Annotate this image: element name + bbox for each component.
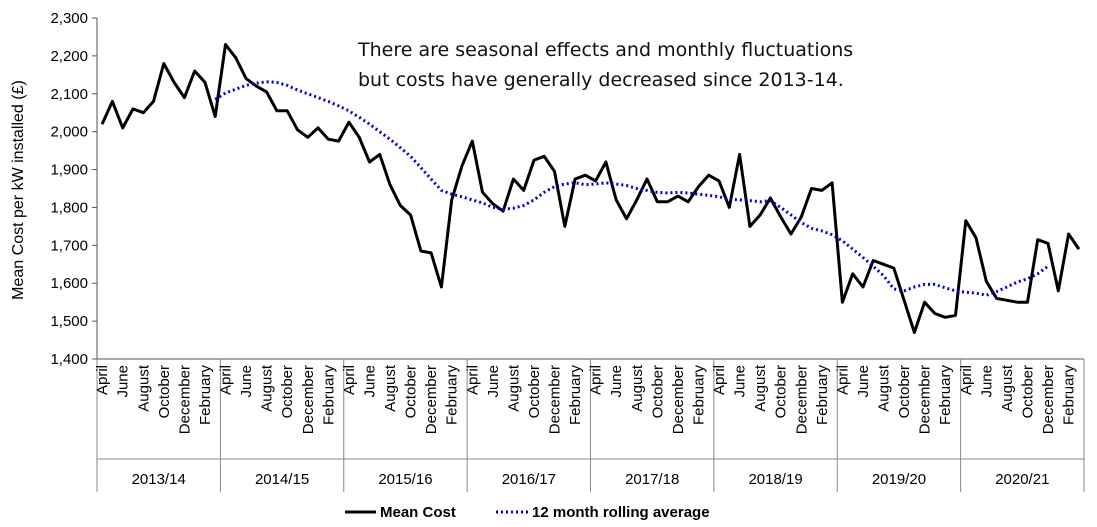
month-tick-label: August (382, 364, 399, 412)
month-tick-label: October (526, 365, 543, 418)
month-tick-label: April (711, 365, 728, 395)
month-tick-label: February (197, 365, 214, 426)
year-label: 2018/19 (748, 471, 802, 488)
month-tick-label: February (690, 365, 707, 426)
month-tick-label: April (834, 365, 851, 395)
month-tick-label: December (176, 365, 193, 434)
y-tick-label: 1,600 (50, 275, 88, 292)
month-tick-label: February (444, 365, 461, 426)
month-tick-label: June (115, 365, 132, 398)
month-tick-label: October (773, 365, 790, 418)
legend-label-rolling-average: 12 month rolling average (532, 504, 710, 521)
month-tick-label: June (608, 365, 625, 398)
month-tick-label: June (238, 365, 255, 398)
month-tick-label: August (505, 364, 522, 412)
month-tick-label: August (259, 364, 276, 412)
month-tick-label: October (279, 365, 296, 418)
year-label: 2013/14 (132, 471, 186, 488)
y-tick-label: 1,700 (50, 237, 88, 254)
series-lines (100, 43, 1081, 334)
month-tick-label: December (423, 365, 440, 434)
month-tick-label: April (218, 365, 235, 395)
y-axis: 1,400 1,500 1,600 1,700 1,800 1,900 2,000 2,100… (50, 10, 98, 368)
month-tick-label: June (855, 365, 872, 398)
month-tick-label: April (94, 365, 111, 395)
month-tick-label: June (485, 365, 502, 398)
annotation-line-2: but costs have generally decreased since… (358, 69, 844, 91)
month-tick-label: August (629, 364, 646, 412)
month-tick-label: December (300, 365, 317, 434)
month-tick-label: December (917, 365, 934, 434)
month-tick-label: February (567, 365, 584, 426)
year-label: 2020/21 (995, 471, 1049, 488)
annotation-box (350, 34, 928, 94)
annotation-line-1: There are seasonal effects and monthly f… (357, 39, 853, 61)
month-tick-label: October (1019, 365, 1036, 418)
y-tick-label: 2,000 (50, 124, 88, 141)
mean-cost-line (100, 43, 1081, 334)
month-tick-label: August (999, 364, 1016, 412)
y-tick-label: 2,300 (50, 10, 88, 27)
month-tick-label: April (341, 365, 358, 395)
month-tick-label: February (320, 365, 337, 426)
month-tick-label: December (547, 365, 564, 434)
month-tick-label: February (1061, 365, 1078, 426)
legend: Mean Cost 12 month rolling average (345, 504, 710, 521)
month-tick-label: June (361, 365, 378, 398)
month-tick-label: February (814, 365, 831, 426)
month-tick-label: June (732, 365, 749, 398)
year-label: 2017/18 (625, 471, 679, 488)
rolling-average-line (214, 80, 1049, 297)
month-tick-label: June (978, 365, 995, 398)
y-tick-label: 2,100 (50, 86, 88, 103)
month-tick-label: February (937, 365, 954, 426)
month-tick-label: December (670, 365, 687, 434)
month-tick-label: October (649, 365, 666, 418)
y-tick-label: 2,200 (50, 48, 88, 65)
year-label: 2016/17 (502, 471, 556, 488)
month-tick-label: December (793, 365, 810, 434)
month-tick-label: August (752, 364, 769, 412)
month-tick-label: August (876, 364, 893, 412)
month-tick-label: August (135, 364, 152, 412)
month-tick-label: April (588, 365, 605, 395)
month-tick-label: October (156, 365, 173, 418)
y-axis-label: Mean Cost per kW installed (£) (10, 80, 27, 300)
month-tick-label: October (403, 365, 420, 418)
year-label: 2019/20 (872, 471, 926, 488)
month-tick-label: April (958, 365, 975, 395)
month-tick-label: October (896, 365, 913, 418)
month-tick-label: December (1040, 365, 1057, 434)
month-tick-label: April (464, 365, 481, 395)
legend-label-mean-cost: Mean Cost (380, 504, 456, 521)
year-label: 2015/16 (378, 471, 432, 488)
y-tick-label: 1,400 (50, 351, 88, 368)
y-tick-label: 1,800 (50, 199, 88, 216)
year-label: 2014/15 (255, 471, 309, 488)
y-tick-label: 1,500 (50, 313, 88, 330)
y-tick-label: 1,900 (50, 162, 88, 179)
